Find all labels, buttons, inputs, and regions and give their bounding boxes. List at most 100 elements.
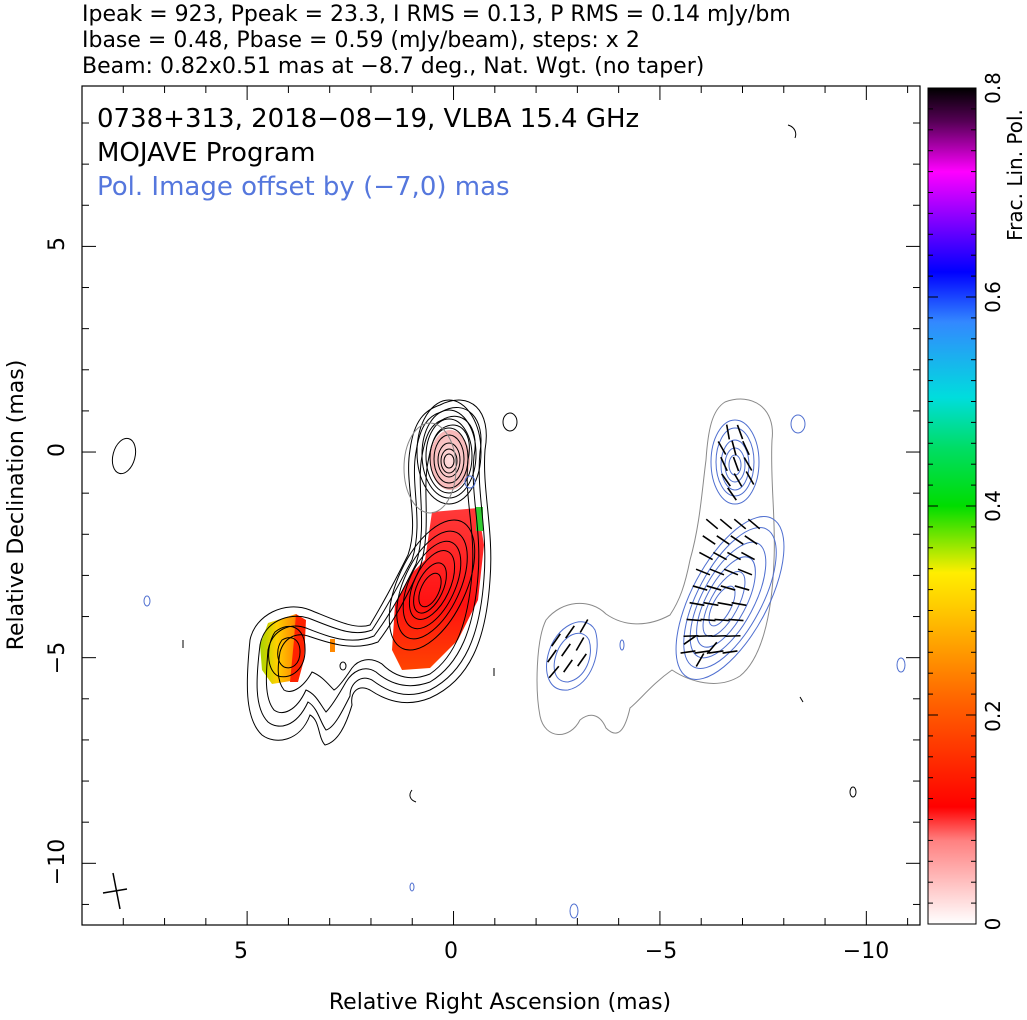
pol-noise-contour	[464, 475, 476, 489]
evpa-vector	[727, 551, 741, 561]
y-tick-label: 0	[45, 443, 70, 457]
noise-contour	[849, 786, 857, 798]
colorbar-tick-label: 0.6	[981, 281, 1005, 313]
intensity-contour	[265, 415, 480, 713]
pol-contour	[689, 541, 767, 659]
pol-contour	[553, 632, 591, 683]
source-annotation: 0738+313, 2018−08−19, VLBA 15.4 GHz	[97, 104, 639, 134]
intensity-contour	[388, 519, 476, 651]
evpa-vector	[716, 535, 730, 545]
evpa-vector	[706, 585, 722, 591]
evpa-vector	[694, 650, 710, 654]
knot-patch-pol-fill	[330, 639, 335, 652]
evpa-vector	[702, 535, 716, 545]
evpa-vector	[725, 424, 731, 440]
header-stats-line: Ipeak = 923, Ppeak = 23.3, I RMS = 0.13,…	[82, 2, 791, 27]
jet-edge-pol-fill	[476, 507, 483, 531]
intensity-contour	[416, 399, 482, 505]
noise-contour	[339, 661, 347, 671]
evpa-vector	[561, 643, 571, 657]
pol-contour	[683, 527, 777, 669]
colorbar-tick-labels: 0 0.2 0.4 0.6 0.8	[981, 72, 1005, 930]
intensity-contour	[433, 434, 465, 484]
evpa-vector	[717, 601, 733, 607]
intensity-contour	[413, 562, 447, 614]
pol-contour	[696, 556, 756, 648]
intensity-contour	[277, 637, 301, 669]
program-annotation: MOJAVE Program	[97, 138, 315, 168]
pol-contour	[715, 427, 755, 497]
evpa-vector	[551, 633, 561, 647]
beam-marker	[102, 872, 128, 910]
evpa-vector	[731, 440, 737, 456]
evpa-vector	[575, 637, 585, 651]
pol-noise-contour	[790, 414, 806, 434]
evpa-vectors	[547, 424, 761, 679]
plot-frame	[81, 85, 921, 926]
evpa-vector	[722, 650, 738, 654]
pol-contour	[546, 621, 598, 691]
intensity-contour	[443, 453, 455, 469]
noise-contour	[502, 412, 518, 432]
pol-contour	[710, 419, 760, 505]
evpa-vector	[730, 535, 744, 545]
evpa-vector	[747, 518, 761, 530]
intensity-contour	[408, 550, 456, 620]
header-base-line: Ibase = 0.48, Pbase = 0.59 (mJy/beam), s…	[82, 28, 640, 53]
x-tick-labels: 5 0 −5 −10	[234, 939, 889, 964]
y-tick-label: −10	[45, 839, 70, 885]
x-tick-label: −10	[843, 939, 889, 964]
intensity-contour	[440, 448, 458, 474]
evpa-vector	[733, 518, 747, 530]
evpa-vector	[706, 641, 718, 655]
evpa-vector	[563, 659, 573, 673]
intensity-contour	[256, 407, 486, 731]
pol-contour-outer	[536, 398, 775, 735]
evpa-vector	[734, 585, 750, 591]
intensity-contour	[268, 626, 306, 678]
evpa-vector	[731, 601, 747, 607]
x-tick-label: −5	[645, 939, 677, 964]
evpa-vector	[686, 618, 702, 622]
evpa-vector	[737, 568, 753, 576]
intensity-contour	[402, 540, 462, 630]
evpa-vector	[745, 471, 755, 485]
intensity-contour	[429, 427, 469, 489]
colorbar-tick-label: 0.4	[981, 490, 1005, 522]
pol-contour	[708, 585, 736, 627]
evpa-vector	[713, 551, 727, 561]
evpa-vector	[708, 650, 724, 654]
evpa-vector	[548, 665, 560, 679]
pol-noise-contour	[619, 639, 625, 651]
evpa-vector	[728, 618, 744, 622]
intensity-contour	[425, 418, 473, 494]
intensity-contour	[418, 572, 442, 608]
evpa-vector	[733, 473, 743, 487]
pol-contour	[728, 454, 742, 476]
evpa-vector	[732, 456, 740, 472]
y-tick-label: −5	[45, 642, 70, 674]
x-tick-label: 0	[444, 939, 458, 964]
evpa-vector	[577, 653, 587, 667]
noise-contour	[787, 124, 797, 139]
evpa-vector	[714, 618, 730, 622]
evpa-vector	[680, 650, 696, 654]
evpa-vector	[727, 487, 737, 501]
header-beam-line: Beam: 0.82x0.51 mas at −8.7 deg., Nat. W…	[82, 54, 705, 79]
y-axis-label: Relative Declination (mas)	[4, 360, 29, 651]
intensity-contour	[396, 530, 468, 640]
evpa-vector	[683, 635, 697, 645]
total-intensity-contours	[111, 124, 857, 803]
evpa-vector	[723, 568, 739, 576]
evpa-vector	[709, 568, 725, 576]
evpa-vector	[744, 535, 758, 545]
evpa-vector	[720, 585, 736, 591]
evpa-vector	[721, 473, 731, 487]
colorbar-label: Frac. Lin. Pol.	[1003, 109, 1027, 241]
evpa-vector	[742, 440, 750, 456]
evpa-vector	[705, 518, 719, 530]
evpa-vector	[579, 619, 589, 633]
evpa-vector	[695, 568, 711, 576]
evpa-vector	[699, 551, 713, 561]
